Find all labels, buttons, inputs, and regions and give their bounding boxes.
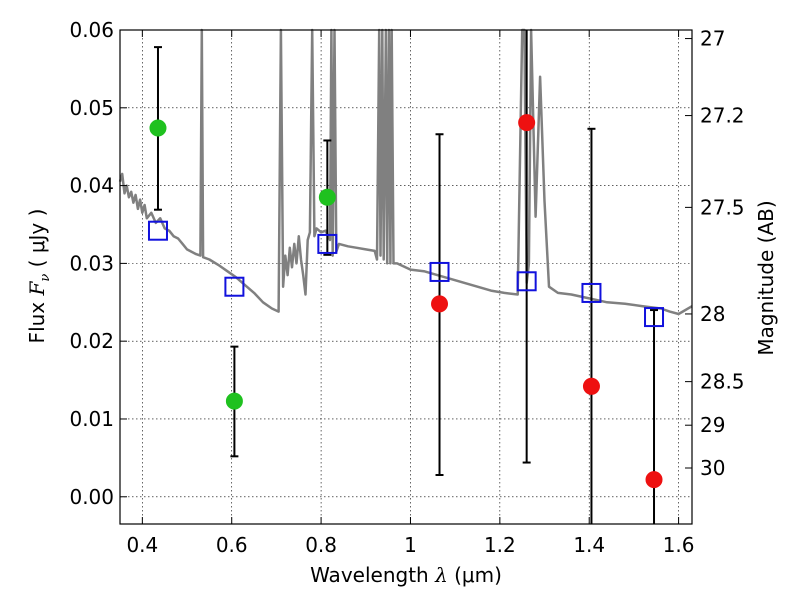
model-flux-square [429, 261, 450, 282]
y-tick-label: 0.04 [69, 174, 114, 198]
y2-tick-label: 28.5 [700, 370, 745, 394]
y2-tick-label: 30 [700, 456, 725, 480]
y2-tick-label: 29 [700, 413, 725, 437]
detection-point [318, 188, 336, 206]
tick-marks [120, 29, 692, 524]
model-flux-square [581, 282, 602, 303]
y-axis-label: Flux Fν ( μJy ) [25, 209, 53, 344]
model-flux-square [516, 271, 537, 292]
x-tick-label: 1.4 [573, 533, 605, 557]
y-tick-label: 0.01 [69, 407, 114, 431]
x-tick-label: 1.2 [484, 533, 516, 557]
non-detection-point [645, 471, 663, 489]
x-tick-label: 1.6 [663, 533, 695, 557]
y2-tick-label: 28 [700, 302, 725, 326]
y-tick-label: 0.06 [69, 18, 114, 42]
non-detection-point [431, 295, 449, 313]
y-tick-label: 0.05 [69, 96, 114, 120]
plot-frame [119, 29, 693, 525]
y-tick-label: 0.02 [69, 329, 114, 353]
detection-point [149, 119, 167, 137]
y2-axis-label: Magnitude (AB) [754, 200, 778, 355]
non-detection-point [518, 114, 536, 132]
data-points [147, 114, 665, 489]
x-tick-labels: 0.4 0.6 0.8 1 1.2 1.4 1.6 [126, 533, 694, 557]
non-detection-point [582, 377, 600, 395]
y2-tick-label: 27.5 [700, 195, 745, 219]
x-axis-label: Wavelength λ (μm) [310, 563, 502, 587]
model-flux-square [147, 220, 168, 241]
model-flux-square [317, 233, 338, 254]
x-tick-label: 1 [404, 533, 417, 557]
y2-tick-label: 27.2 [700, 104, 745, 128]
x-tick-label: 0.4 [126, 533, 158, 557]
y-tick-label: 0.00 [69, 485, 114, 509]
y2-tick-label: 27 [700, 27, 725, 51]
y2-tick-labels: 27 27.2 27.5 28 28.5 29 30 [700, 27, 745, 480]
detection-point [225, 392, 243, 410]
y-tick-label: 0.03 [69, 251, 114, 275]
x-tick-label: 0.6 [216, 533, 248, 557]
model-flux-square [644, 307, 665, 328]
model-flux-square [224, 276, 245, 297]
x-tick-label: 0.8 [305, 533, 337, 557]
y-tick-labels: 0.00 0.01 0.02 0.03 0.04 0.05 0.06 [69, 18, 114, 509]
